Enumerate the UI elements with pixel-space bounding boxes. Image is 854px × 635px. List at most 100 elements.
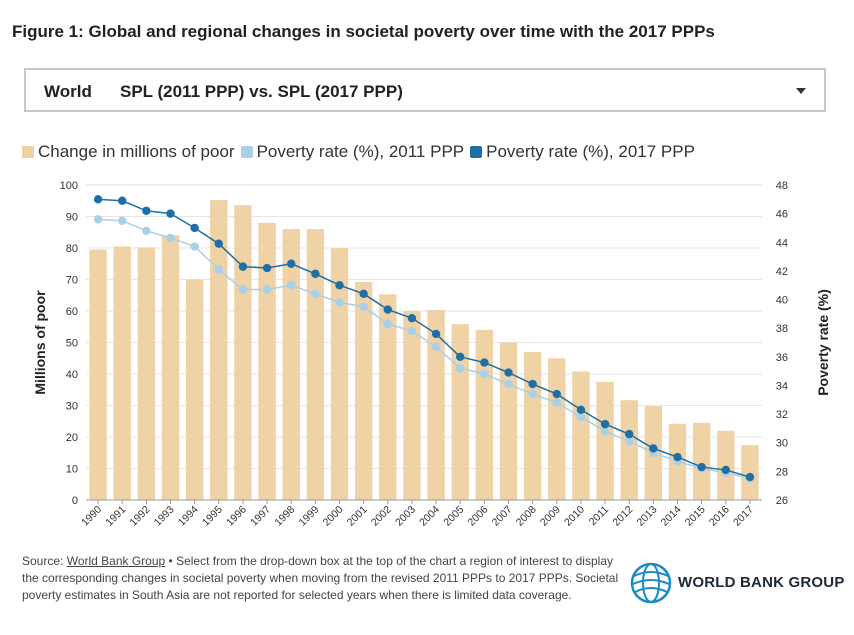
bar xyxy=(330,248,349,500)
bar xyxy=(451,324,469,500)
legend-label-bars: Change in millions of poor xyxy=(38,142,235,161)
point-rate-2017 xyxy=(166,209,175,218)
source-link[interactable]: World Bank Group xyxy=(66,554,166,568)
line-rate-2017 xyxy=(98,198,751,478)
y-tick-label: 10 xyxy=(66,464,78,476)
bar xyxy=(548,358,566,500)
point-rate-2011 xyxy=(190,242,199,251)
y2-tick-label: 26 xyxy=(776,495,788,507)
point-rate-2011 xyxy=(407,326,417,336)
bar xyxy=(403,311,421,500)
source-text: • Select from the drop-down box at the t… xyxy=(22,554,619,602)
legend-item-bars[interactable]: Change in millions of poor xyxy=(22,142,235,162)
legend-swatch-rate-2017 xyxy=(470,146,483,158)
bar xyxy=(161,235,180,500)
x-tick-label: 2011 xyxy=(587,504,612,529)
point-rate-2017 xyxy=(407,313,417,323)
x-tick-label: 1998 xyxy=(272,504,297,529)
region-dropdown[interactable]: World SPL (2011 PPP) vs. SPL (2017 PPP) xyxy=(24,68,826,112)
bar xyxy=(258,222,276,501)
bar xyxy=(692,422,711,500)
x-tick-label: 2000 xyxy=(321,504,346,529)
x-tick-label: 2009 xyxy=(538,504,563,529)
point-rate-2011 xyxy=(576,412,586,422)
legend-label-rate-2017: Poverty rate (%), 2017 PPP xyxy=(486,142,695,161)
point-rate-2017 xyxy=(697,462,706,472)
point-rate-2017 xyxy=(142,206,151,215)
x-tick-label: 1996 xyxy=(224,504,249,529)
point-rate-2017 xyxy=(576,405,586,414)
y2-tick-label: 40 xyxy=(776,295,788,307)
point-rate-2017 xyxy=(673,452,682,462)
point-rate-2017 xyxy=(383,305,392,314)
bar xyxy=(306,229,325,500)
point-rate-2017 xyxy=(456,352,465,362)
point-rate-2017 xyxy=(287,259,296,268)
x-tick-label: 1991 xyxy=(103,504,128,529)
world-bank-logo: WORLD BANK GROUP xyxy=(630,562,846,604)
y-tick-label: 30 xyxy=(66,401,78,413)
x-tick-label: 2001 xyxy=(345,504,370,529)
y2-tick-label: 44 xyxy=(776,237,788,249)
point-rate-2017 xyxy=(552,389,561,399)
bar xyxy=(427,310,445,500)
x-tick-label: 1995 xyxy=(200,504,225,529)
point-rate-2011 xyxy=(431,342,441,351)
y-tick-label: 20 xyxy=(66,432,78,444)
combo-chart: 0 10 20 30 40 50 60 70 80 90 100 26 28 30 32 34 36 38 40 42… xyxy=(32,180,831,529)
bar xyxy=(620,400,638,500)
point-rate-2017 xyxy=(311,269,320,278)
point-rate-2017 xyxy=(649,444,658,453)
bar xyxy=(475,329,494,500)
globe-icon xyxy=(630,562,672,604)
bar xyxy=(523,351,542,500)
bar xyxy=(741,445,759,500)
point-rate-2017 xyxy=(359,289,368,299)
x-tick-label: 1990 xyxy=(79,504,104,529)
x-tick-label: 2007 xyxy=(490,504,515,529)
x-tick-label: 2013 xyxy=(634,504,659,529)
y-tick-label: 60 xyxy=(66,306,78,318)
point-rate-2011 xyxy=(311,289,320,299)
line-rate-2011 xyxy=(98,218,751,480)
x-tick-label: 1992 xyxy=(127,504,152,529)
y-tick-label: 80 xyxy=(66,243,78,255)
x-tick-label: 2010 xyxy=(562,504,587,529)
y2-tick-label: 38 xyxy=(776,323,788,335)
x-tick-label: 1999 xyxy=(296,504,321,529)
point-rate-2017 xyxy=(600,419,610,429)
x-tick-label: 2012 xyxy=(610,504,635,529)
x-tick-label: 2015 xyxy=(683,504,708,529)
point-rate-2011 xyxy=(93,215,103,224)
legend-item-rate-2017[interactable]: Poverty rate (%), 2017 PPP xyxy=(470,142,695,162)
point-rate-2017 xyxy=(93,195,103,204)
y2-tick-label: 30 xyxy=(776,438,788,450)
dropdown-option-label: SPL (2011 PPP) vs. SPL (2017 PPP) xyxy=(120,82,403,101)
point-rate-2017 xyxy=(480,358,489,367)
caret-down-icon[interactable] xyxy=(796,88,806,94)
point-rate-2017 xyxy=(721,465,730,475)
x-tick-label: 1997 xyxy=(248,504,273,529)
y-tick-label: 100 xyxy=(60,180,78,192)
y-axis-title: Millions of poor xyxy=(32,290,48,395)
bar xyxy=(234,205,252,500)
y-tick-label: 70 xyxy=(66,275,78,287)
y-tick-label: 90 xyxy=(66,212,78,224)
point-rate-2011 xyxy=(166,233,175,243)
point-rate-2011 xyxy=(335,298,344,307)
point-rate-2017 xyxy=(431,329,441,339)
dropdown-region-label: World xyxy=(44,82,92,101)
point-rate-2017 xyxy=(528,379,537,389)
bar xyxy=(113,246,131,500)
legend-item-rate-2011[interactable]: Poverty rate (%), 2011 PPP xyxy=(240,142,464,162)
legend-swatch-rate-2011 xyxy=(240,146,253,158)
y2-tick-label: 28 xyxy=(776,466,788,478)
point-rate-2011 xyxy=(528,389,537,399)
y2-axis-title: Poverty rate (%) xyxy=(815,289,831,396)
x-tick-label: 2014 xyxy=(659,504,684,529)
bar xyxy=(210,200,228,500)
x-tick-label: 1993 xyxy=(152,504,177,529)
bar xyxy=(282,229,300,500)
point-rate-2011 xyxy=(456,364,465,373)
y2-tick-label: 34 xyxy=(776,380,788,392)
